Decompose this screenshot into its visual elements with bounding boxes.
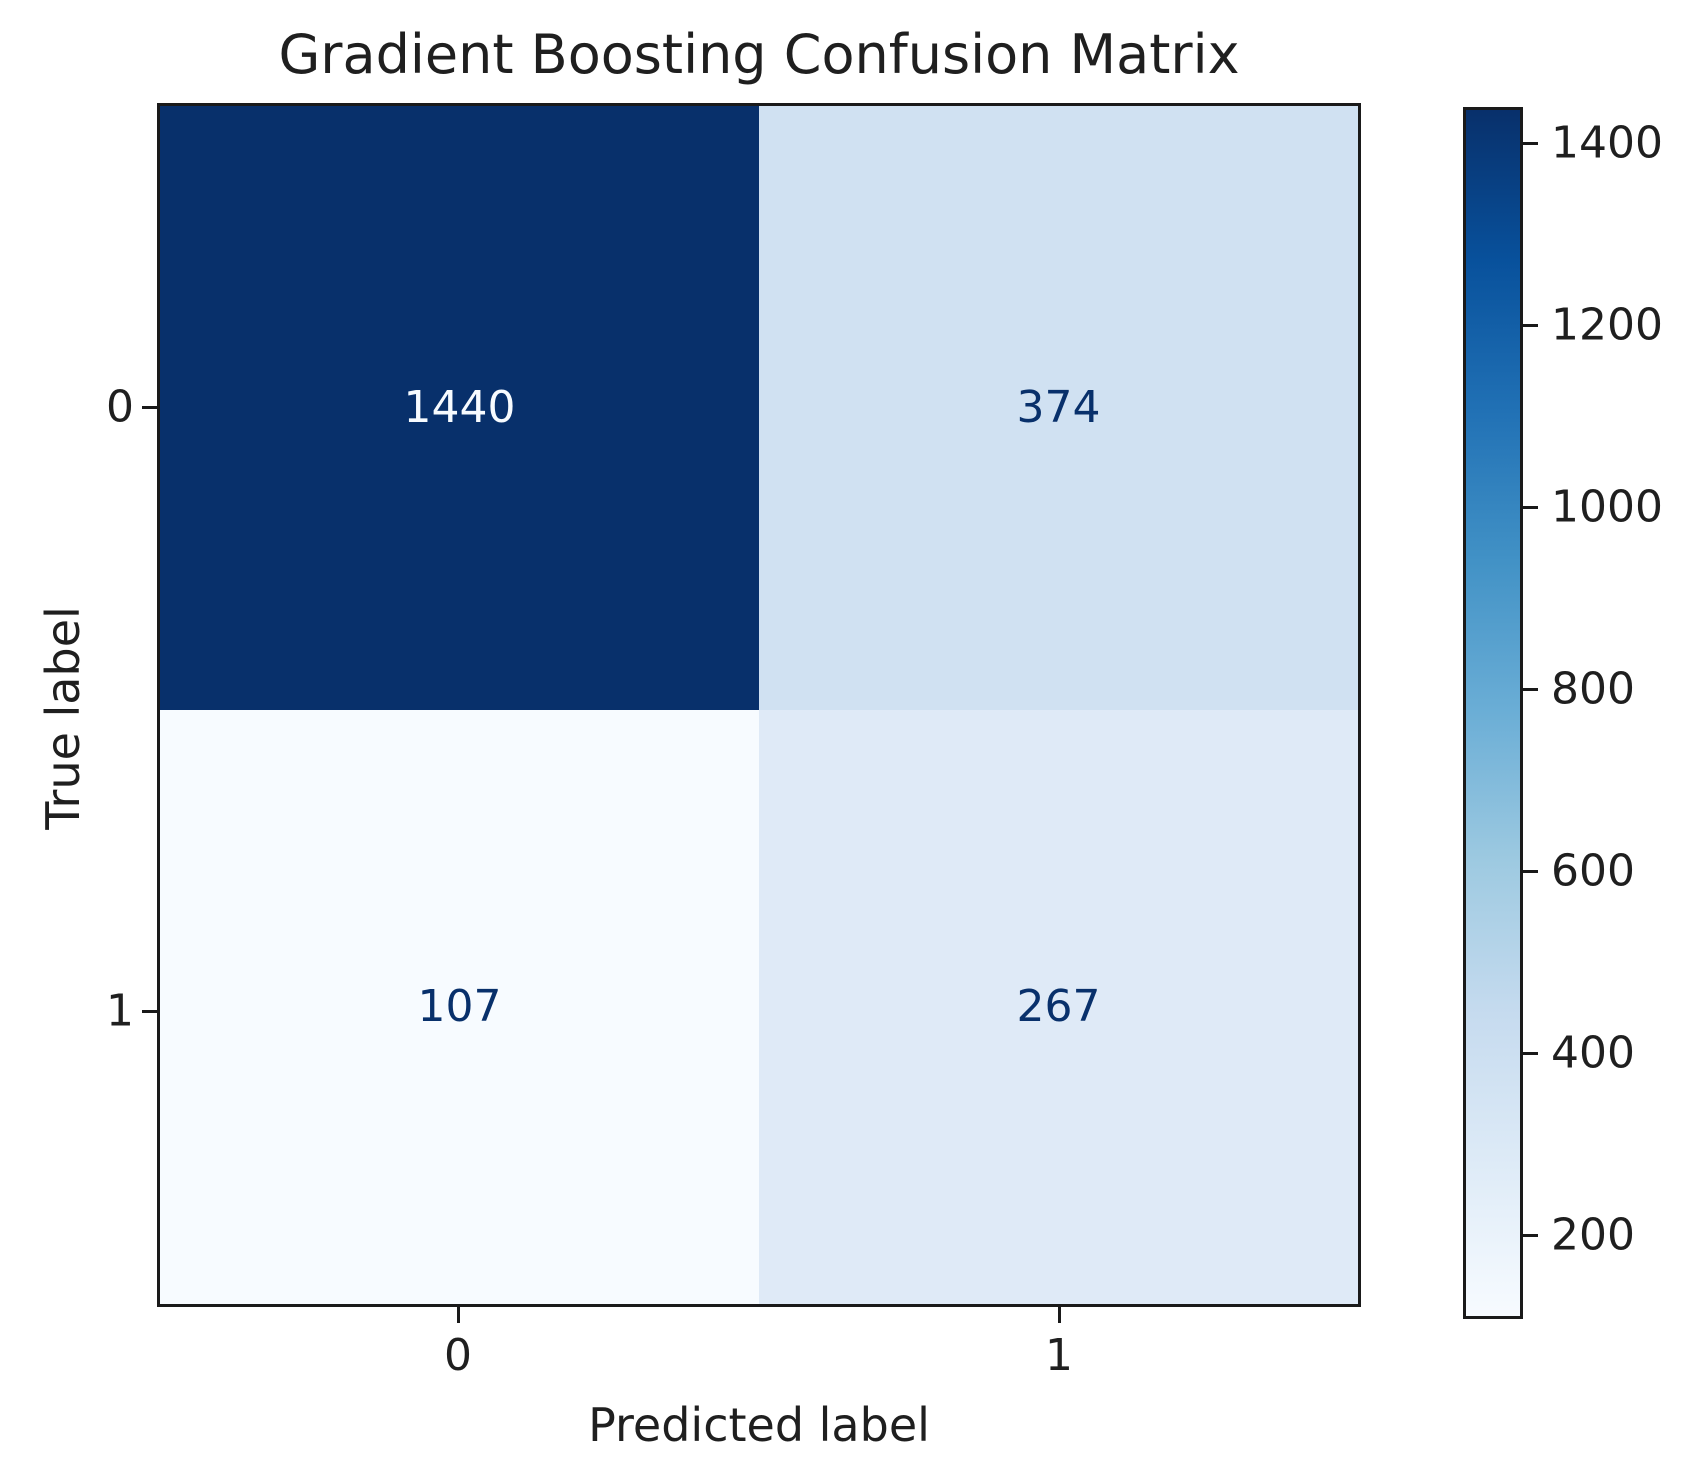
cell-value: 1440 bbox=[403, 382, 516, 434]
cell-value: 107 bbox=[417, 981, 502, 1033]
colorbar-tick-mark bbox=[1523, 324, 1538, 327]
x-tick-label-0: 0 bbox=[444, 1330, 472, 1381]
colorbar-tick-label: 1200 bbox=[1551, 299, 1663, 351]
x-tick-mark-0 bbox=[457, 1307, 460, 1323]
x-tick-label-1: 1 bbox=[1045, 1330, 1073, 1381]
colorbar-tick-mark bbox=[1523, 1052, 1538, 1055]
colorbar-tick-label: 1400 bbox=[1551, 117, 1663, 169]
cell-value: 267 bbox=[1016, 981, 1101, 1033]
y-tick-mark-0 bbox=[142, 406, 157, 409]
y-tick-label-0: 0 bbox=[106, 381, 134, 433]
colorbar-tick-mark bbox=[1523, 870, 1538, 873]
colorbar-tick-mark bbox=[1523, 688, 1538, 691]
y-tick-mark-1 bbox=[142, 1010, 157, 1013]
colorbar-tick-label: 600 bbox=[1551, 845, 1635, 897]
colorbar-tick-label: 800 bbox=[1551, 663, 1635, 715]
colorbar-tick-label: 200 bbox=[1551, 1209, 1635, 1261]
x-tick-mark-1 bbox=[1058, 1307, 1061, 1323]
colorbar-tick-label: 1000 bbox=[1551, 481, 1663, 533]
colorbar-tick-mark bbox=[1523, 1234, 1538, 1237]
colorbar-tick-mark bbox=[1523, 142, 1538, 145]
chart-title: Gradient Boosting Confusion Matrix bbox=[278, 22, 1240, 86]
x-axis-label: Predicted label bbox=[588, 1398, 930, 1452]
matrix-cell-true0-pred1: 374 bbox=[759, 106, 1358, 710]
confusion-matrix-plot: 1440 374 107 267 bbox=[157, 103, 1361, 1307]
matrix-cell-true0-pred0: 1440 bbox=[160, 106, 759, 710]
y-tick-label-1: 1 bbox=[106, 985, 134, 1037]
colorbar-gradient bbox=[1463, 107, 1523, 1319]
cell-value: 374 bbox=[1016, 382, 1101, 434]
matrix-cell-true1-pred0: 107 bbox=[160, 709, 759, 1304]
colorbar-tick-mark bbox=[1523, 506, 1538, 509]
colorbar-tick-label: 400 bbox=[1551, 1027, 1635, 1079]
matrix-cell-true1-pred1: 267 bbox=[759, 709, 1358, 1304]
y-axis-label: True label bbox=[36, 606, 90, 830]
